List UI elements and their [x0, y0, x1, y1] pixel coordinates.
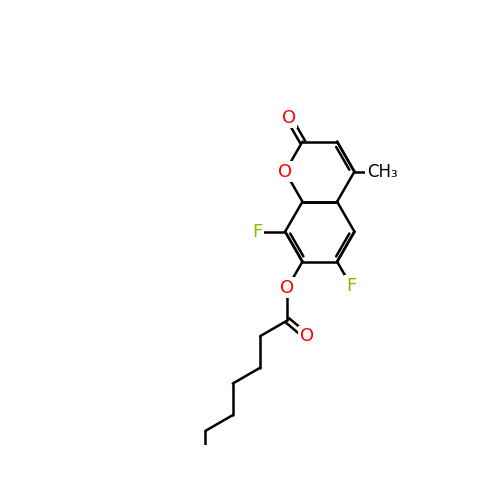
Text: O: O	[300, 328, 314, 345]
Text: F: F	[346, 276, 356, 294]
Text: O: O	[278, 162, 292, 180]
Text: O: O	[282, 108, 296, 126]
Text: F: F	[252, 222, 262, 240]
Text: O: O	[280, 278, 294, 296]
Text: CH₃: CH₃	[367, 162, 398, 180]
